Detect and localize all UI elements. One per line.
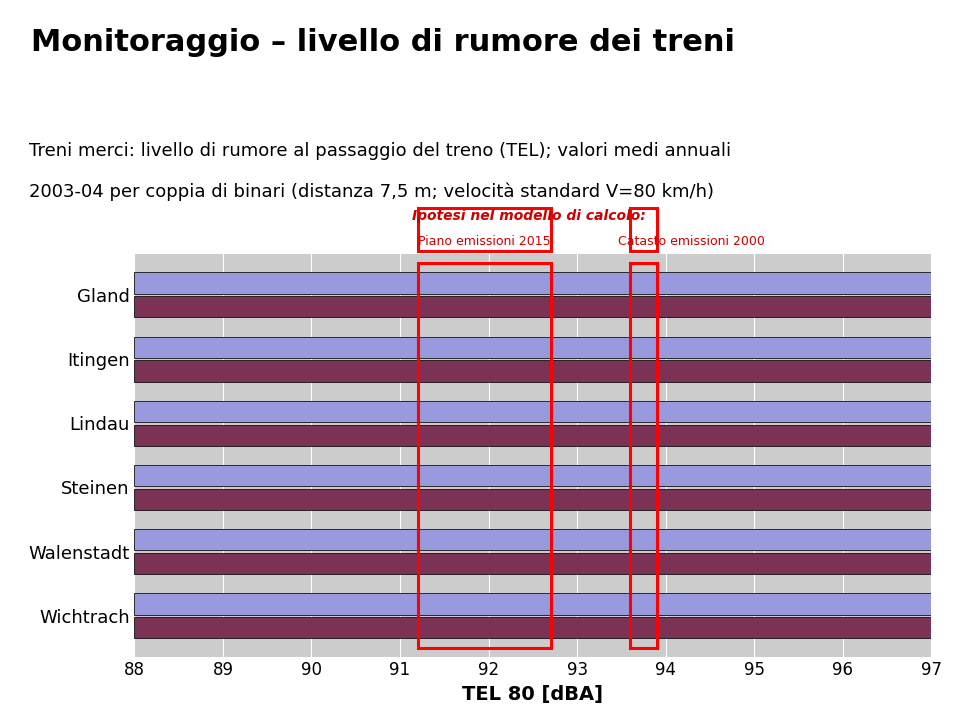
Bar [134,424,960,445]
X-axis label: TEL 80 [dBA]: TEL 80 [dBA] [463,685,603,704]
Text: Catasto emissioni 2000: Catasto emissioni 2000 [618,235,765,248]
Bar [134,465,960,486]
Text: Monitoraggio – livello di rumore dei treni: Monitoraggio – livello di rumore dei tre… [31,28,734,57]
Bar [418,208,550,251]
Text: Piano emissioni 2015: Piano emissioni 2015 [418,235,550,248]
Bar [134,530,960,551]
Bar [418,263,550,648]
Bar [630,208,657,251]
Bar [134,617,960,638]
Bar [134,337,960,358]
Bar [134,273,960,294]
Text: 2003-04 per coppia di binari (distanza 7,5 m; velocità standard V=80 km/h): 2003-04 per coppia di binari (distanza 7… [29,182,714,201]
Text: Ipotesi nel modello di calcolo:: Ipotesi nel modello di calcolo: [413,209,646,223]
Text: Treni merci: livello di rumore al passaggio del treno (TEL); valori medi annuali: Treni merci: livello di rumore al passag… [29,142,731,160]
Text: 27.07.2005 / spr: 27.07.2005 / spr [853,125,946,135]
Bar [630,263,657,648]
Bar [134,489,960,510]
Bar [134,401,960,422]
Bar [134,593,960,614]
Bar [134,553,960,574]
Bar [134,297,960,318]
Bar [134,360,960,381]
